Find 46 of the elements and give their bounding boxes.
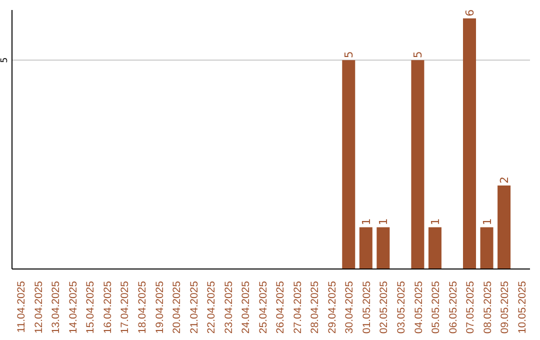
x-tick-label: 24.04.2025 bbox=[240, 280, 252, 334]
x-tick-label: 30.04.2025 bbox=[344, 280, 356, 334]
bar bbox=[463, 18, 476, 269]
x-tick-label: 01.05.2025 bbox=[360, 280, 373, 334]
bar bbox=[376, 227, 390, 269]
bar bbox=[342, 60, 356, 269]
bar bbox=[411, 60, 424, 269]
x-tick-label: 20.04.2025 bbox=[171, 280, 184, 334]
x-tick-label: 26.04.2025 bbox=[274, 280, 287, 334]
x-tick-label: 03.05.2025 bbox=[396, 280, 408, 334]
x-tick-label: 02.05.2025 bbox=[378, 280, 390, 334]
x-tick-label: 25.04.2025 bbox=[257, 280, 270, 334]
x-tick-label: 15.04.2025 bbox=[84, 280, 97, 334]
bar bbox=[480, 227, 494, 269]
x-tick-label: 06.05.2025 bbox=[447, 280, 460, 334]
x-tick-label: 21.04.2025 bbox=[188, 280, 200, 334]
x-tick-label: 22.04.2025 bbox=[206, 280, 218, 334]
x-tick-label: 29.04.2025 bbox=[326, 280, 338, 334]
x-tick-label: 19.04.2025 bbox=[154, 280, 166, 334]
x-tick-label: 11.04.2025 bbox=[16, 280, 28, 333]
data-label: 1 bbox=[480, 218, 494, 226]
data-label: 1 bbox=[360, 218, 373, 226]
data-label: 5 bbox=[412, 51, 425, 58]
bar bbox=[428, 227, 442, 269]
data-label: 5 bbox=[342, 51, 356, 58]
x-tick-label: 18.04.2025 bbox=[136, 280, 148, 334]
data-label: 2 bbox=[498, 176, 512, 184]
x-tick-label: 07.05.2025 bbox=[464, 280, 477, 334]
x-tick-label: 10.05.2025 bbox=[516, 280, 528, 334]
data-label: 1 bbox=[377, 218, 390, 226]
x-tick-label: 04.05.2025 bbox=[412, 280, 425, 334]
x-tick-label: 12.04.2025 bbox=[32, 280, 45, 334]
data-label: 6 bbox=[464, 9, 477, 16]
x-tick-label: 14.04.2025 bbox=[67, 280, 80, 334]
x-tick-label: 09.05.2025 bbox=[499, 280, 512, 334]
x-tick-label: 17.04.2025 bbox=[119, 280, 132, 334]
x-tick-label: 16.04.2025 bbox=[102, 280, 114, 334]
x-tick-label: 13.04.2025 bbox=[50, 280, 62, 334]
data-label: 1 bbox=[428, 218, 442, 226]
x-tick-label: 28.04.2025 bbox=[309, 280, 322, 334]
x-tick-label: 23.04.2025 bbox=[222, 280, 235, 334]
bar bbox=[498, 185, 511, 269]
x-tick-label: 05.05.2025 bbox=[430, 280, 442, 334]
x-tick-label: 27.04.2025 bbox=[292, 280, 304, 334]
bar bbox=[359, 227, 372, 269]
x-tick-label: 08.05.2025 bbox=[482, 280, 494, 334]
